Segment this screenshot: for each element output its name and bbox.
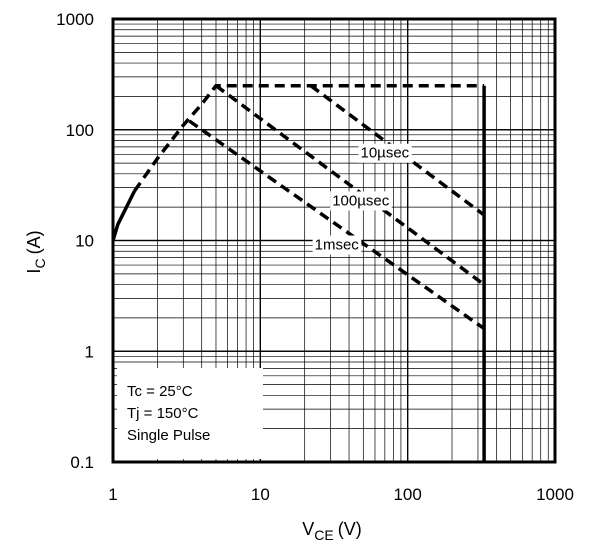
condition-tj: Tj = 150°C — [127, 405, 199, 422]
x-tick-label: 10 — [251, 485, 270, 504]
x-axis-unit: (V) — [338, 519, 362, 539]
curve-label-group: 10µsec — [358, 143, 412, 163]
x-tick-label: 1000 — [536, 485, 574, 504]
x-axis-title: VCE (V) — [302, 519, 361, 543]
y-axis-title: IC (A) — [24, 230, 48, 273]
y-tick-label: 1 — [85, 342, 94, 361]
curve-label-group: 100µsec — [330, 191, 392, 211]
x-tick-label: 100 — [393, 485, 421, 504]
y-tick-label: 10 — [75, 232, 94, 251]
curve-dc-solid — [111, 190, 137, 242]
curves — [111, 83, 486, 462]
conditions-box: Tc = 25°C Tj = 150°C Single Pulse — [117, 368, 263, 459]
curve-label: 10µsec — [361, 145, 410, 162]
y-tick-label: 1000 — [56, 10, 94, 29]
curve-10usec-dashed — [309, 84, 486, 217]
curve-dc-dashed — [133, 83, 485, 193]
curve-label: 100µsec — [332, 192, 390, 209]
curve-label-background — [358, 143, 412, 163]
curve-1msec-dashed — [188, 119, 486, 331]
condition-tc: Tc = 25°C — [127, 383, 193, 400]
x-axis-symbol: V — [302, 519, 314, 539]
conditions-box-background — [117, 368, 263, 459]
y-tick-label: 100 — [66, 121, 94, 140]
y-axis-unit: (A) — [24, 230, 44, 254]
curve-label-background — [330, 191, 392, 211]
y-axis-subscript: C — [32, 258, 48, 268]
y-axis-symbol: I — [24, 269, 44, 274]
major-grid — [113, 19, 555, 462]
curve-100usec-dashed — [214, 84, 486, 287]
y-tick-label: 0.1 — [70, 453, 94, 472]
x-tick-label: 1 — [108, 485, 117, 504]
x-axis-subscript: CE — [314, 527, 333, 543]
x-tick-labels: 1 10 100 1000 — [108, 485, 574, 504]
curve-label-group: 1msec — [312, 235, 362, 255]
curve-labels: 10µsec 100µsec 1msec — [312, 143, 412, 255]
curve-label-background — [312, 235, 362, 255]
curve-label: 1msec — [315, 237, 360, 254]
condition-pulse: Single Pulse — [127, 427, 210, 444]
y-tick-labels: 1000 100 10 1 0.1 — [56, 10, 94, 472]
